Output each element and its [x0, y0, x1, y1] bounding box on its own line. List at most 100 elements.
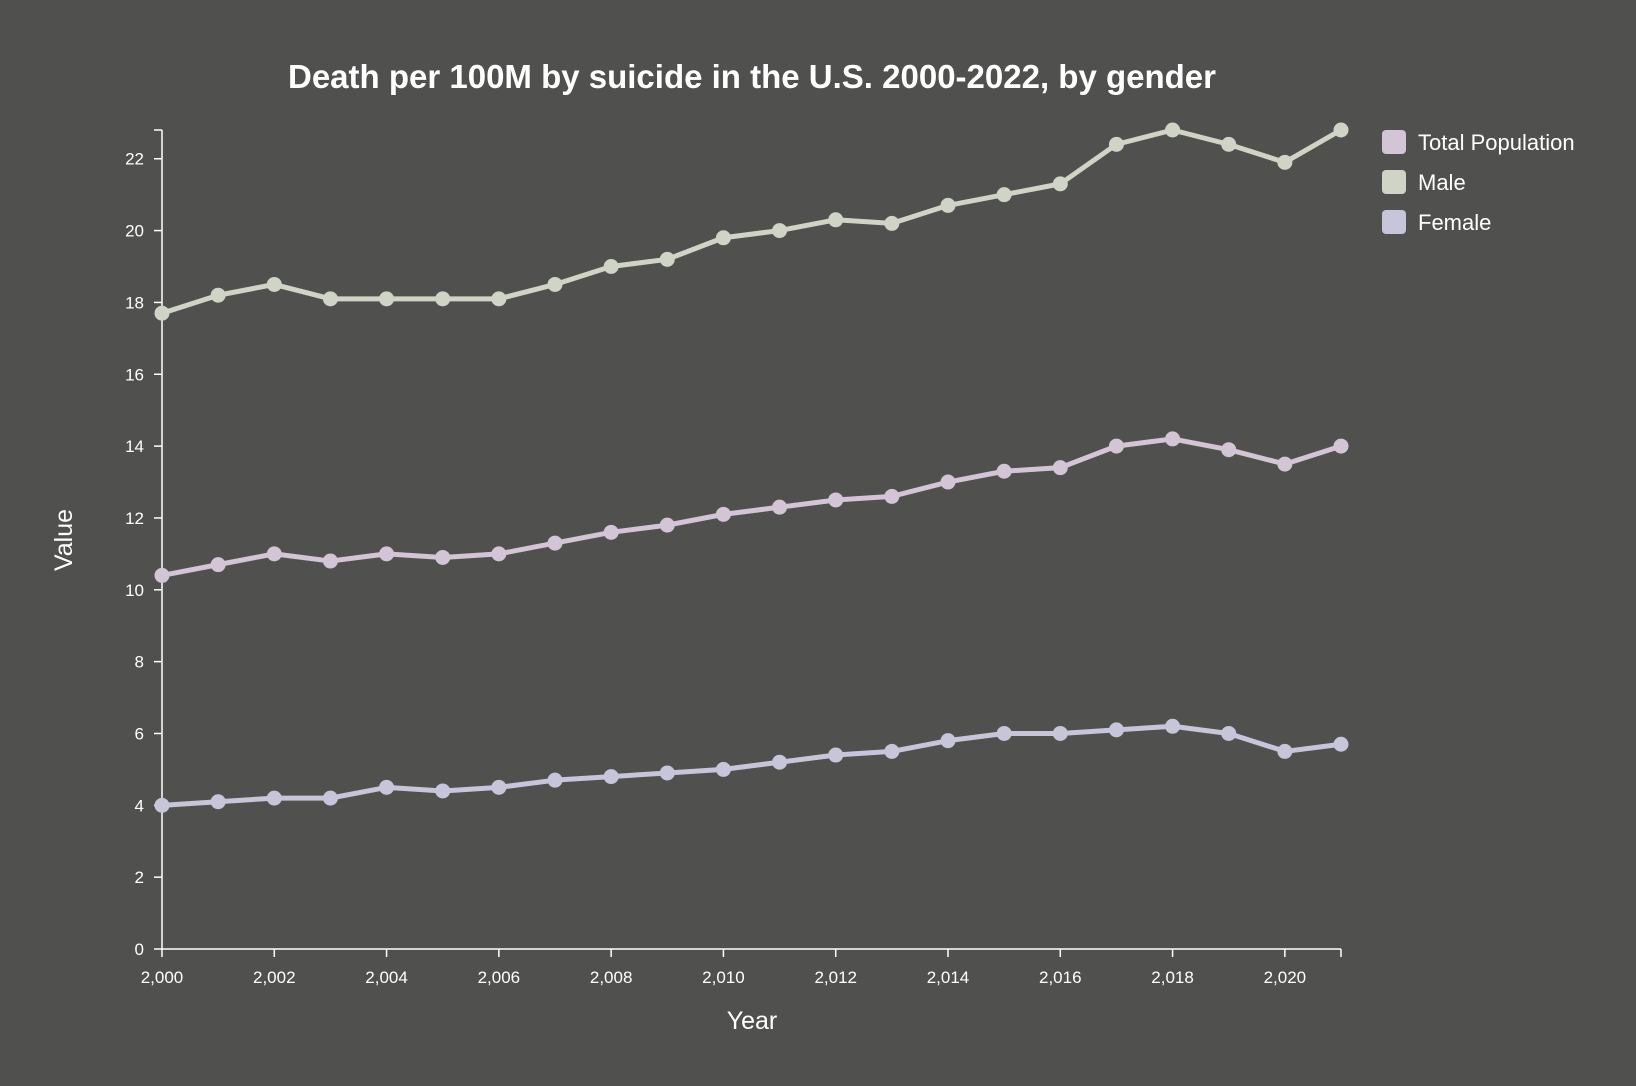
- data-point-female[interactable]: [266, 790, 282, 806]
- data-point-total-population[interactable]: [1052, 460, 1068, 476]
- data-point-female[interactable]: [435, 783, 451, 799]
- chart-title: Death per 100M by suicide in the U.S. 20…: [288, 58, 1216, 95]
- data-point-total-population[interactable]: [322, 553, 338, 569]
- x-tick-label: 2,014: [927, 968, 970, 987]
- data-point-female[interactable]: [1165, 718, 1181, 734]
- data-point-total-population[interactable]: [828, 492, 844, 508]
- plot-series: [154, 122, 1349, 813]
- data-point-male[interactable]: [1221, 136, 1237, 152]
- data-point-female[interactable]: [1052, 725, 1068, 741]
- data-point-female[interactable]: [996, 725, 1012, 741]
- series-line-female: [159, 723, 1344, 808]
- x-tick-label: 2,018: [1151, 968, 1194, 987]
- data-point-male[interactable]: [715, 230, 731, 246]
- data-point-total-population[interactable]: [659, 517, 675, 533]
- legend-label: Male: [1418, 170, 1466, 195]
- series-male: [154, 122, 1349, 321]
- data-point-male[interactable]: [435, 291, 451, 307]
- data-point-male[interactable]: [547, 276, 563, 292]
- data-point-female[interactable]: [828, 747, 844, 763]
- legend-swatch: [1382, 130, 1406, 154]
- data-point-male[interactable]: [1333, 122, 1349, 138]
- x-tick-label: 2,016: [1039, 968, 1082, 987]
- y-tick-label: 10: [125, 581, 144, 600]
- data-point-total-population[interactable]: [379, 546, 395, 562]
- y-tick-label: 20: [125, 222, 144, 241]
- y-tick-label: 16: [125, 365, 144, 384]
- data-point-total-population[interactable]: [1333, 438, 1349, 454]
- data-point-total-population[interactable]: [940, 474, 956, 490]
- data-point-female[interactable]: [715, 761, 731, 777]
- data-point-total-population[interactable]: [491, 546, 507, 562]
- data-point-total-population[interactable]: [266, 546, 282, 562]
- data-point-total-population[interactable]: [1108, 438, 1124, 454]
- data-point-male[interactable]: [1277, 154, 1293, 170]
- data-point-total-population[interactable]: [884, 488, 900, 504]
- data-point-female[interactable]: [210, 794, 226, 810]
- data-point-male[interactable]: [772, 223, 788, 239]
- data-point-male[interactable]: [1108, 136, 1124, 152]
- data-point-female[interactable]: [491, 779, 507, 795]
- data-point-male[interactable]: [210, 287, 226, 303]
- data-point-female[interactable]: [1108, 722, 1124, 738]
- data-point-male[interactable]: [828, 212, 844, 228]
- data-point-total-population[interactable]: [1277, 456, 1293, 472]
- data-point-male[interactable]: [379, 291, 395, 307]
- x-axis: 2,000 2,002 2,004 2,006 2,008 2,010 2,012 2,014…: [141, 948, 1342, 987]
- y-axis-label: Value: [50, 509, 78, 571]
- data-point-male[interactable]: [491, 291, 507, 307]
- legend-swatch: [1382, 210, 1406, 234]
- data-point-female[interactable]: [547, 772, 563, 788]
- data-point-male[interactable]: [266, 276, 282, 292]
- data-point-female[interactable]: [1333, 736, 1349, 752]
- x-axis-label: Year: [727, 1007, 778, 1035]
- data-point-total-population[interactable]: [435, 549, 451, 565]
- y-tick-label: 18: [125, 293, 144, 312]
- y-tick-label: 2: [135, 868, 144, 887]
- legend-label: Total Population: [1418, 130, 1575, 155]
- data-point-female[interactable]: [603, 769, 619, 785]
- data-point-total-population[interactable]: [1221, 442, 1237, 458]
- data-point-male[interactable]: [603, 259, 619, 274]
- legend-item-female: Female: [1382, 210, 1491, 235]
- data-point-total-population[interactable]: [1165, 431, 1181, 447]
- y-tick-label: 8: [135, 653, 144, 672]
- data-point-total-population[interactable]: [154, 567, 170, 583]
- data-point-female[interactable]: [659, 765, 675, 781]
- y-tick-label: 6: [135, 724, 144, 743]
- x-tick-label: 2,010: [702, 968, 745, 987]
- data-point-female[interactable]: [154, 797, 170, 813]
- y-tick-label: 14: [125, 437, 144, 456]
- data-point-female[interactable]: [884, 743, 900, 759]
- data-point-total-population[interactable]: [996, 463, 1012, 479]
- data-point-male[interactable]: [940, 197, 956, 213]
- data-point-total-population[interactable]: [547, 535, 563, 551]
- data-point-male[interactable]: [996, 187, 1012, 203]
- data-point-total-population[interactable]: [210, 557, 226, 573]
- data-point-male[interactable]: [1052, 176, 1068, 192]
- y-tick-label: 0: [135, 940, 144, 959]
- x-tick-label: 2,000: [141, 968, 184, 987]
- data-point-female[interactable]: [940, 733, 956, 749]
- x-tick-label: 2,008: [590, 968, 633, 987]
- y-tick-label: 4: [135, 796, 144, 815]
- x-tick-label: 2,006: [478, 968, 521, 987]
- data-point-female[interactable]: [379, 779, 395, 795]
- data-point-total-population[interactable]: [715, 506, 731, 522]
- x-tick-label: 2,002: [253, 968, 296, 987]
- data-point-male[interactable]: [154, 305, 170, 321]
- y-tick-label: 22: [125, 150, 144, 169]
- data-point-female[interactable]: [772, 754, 788, 770]
- data-point-male[interactable]: [322, 291, 338, 307]
- data-point-total-population[interactable]: [603, 524, 619, 540]
- data-point-male[interactable]: [1165, 122, 1181, 138]
- data-point-male[interactable]: [659, 251, 675, 267]
- x-tick-label: 2,020: [1264, 968, 1307, 987]
- x-tick-label: 2,012: [814, 968, 857, 987]
- data-point-female[interactable]: [322, 790, 338, 806]
- data-point-male[interactable]: [884, 215, 900, 231]
- data-point-total-population[interactable]: [772, 499, 788, 515]
- data-point-female[interactable]: [1277, 743, 1293, 759]
- data-point-female[interactable]: [1221, 725, 1237, 741]
